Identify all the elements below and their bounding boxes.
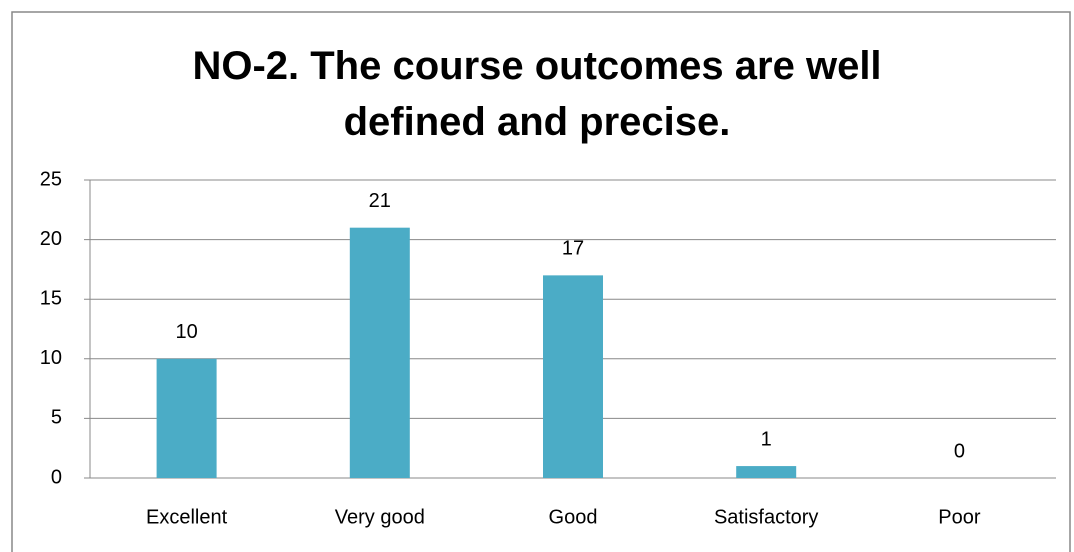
y-tick-label: 5 (51, 407, 62, 429)
x-tick-label: Poor (938, 506, 981, 528)
y-tick-label: 10 (40, 347, 62, 369)
data-label: 21 (369, 190, 391, 212)
x-tick-label: Good (549, 506, 598, 528)
x-tick-label: Excellent (146, 506, 228, 528)
y-tick-label: 25 (40, 168, 62, 190)
bar (736, 466, 797, 478)
data-label: 17 (562, 238, 584, 260)
chart-title: NO-2. The course outcomes are well defin… (192, 44, 882, 144)
data-label: 1 (761, 428, 772, 450)
y-tick-label: 20 (40, 228, 62, 250)
x-tick-label: Very good (335, 506, 425, 528)
bar (156, 358, 217, 478)
x-tick-label: Satisfactory (714, 506, 818, 528)
bar (543, 275, 603, 478)
y-tick-label: 15 (40, 287, 62, 309)
chart-border (11, 11, 1071, 552)
bar (349, 227, 410, 478)
data-label: 0 (954, 440, 965, 462)
y-tick-label: 0 (51, 466, 62, 488)
data-label: 10 (175, 321, 197, 343)
